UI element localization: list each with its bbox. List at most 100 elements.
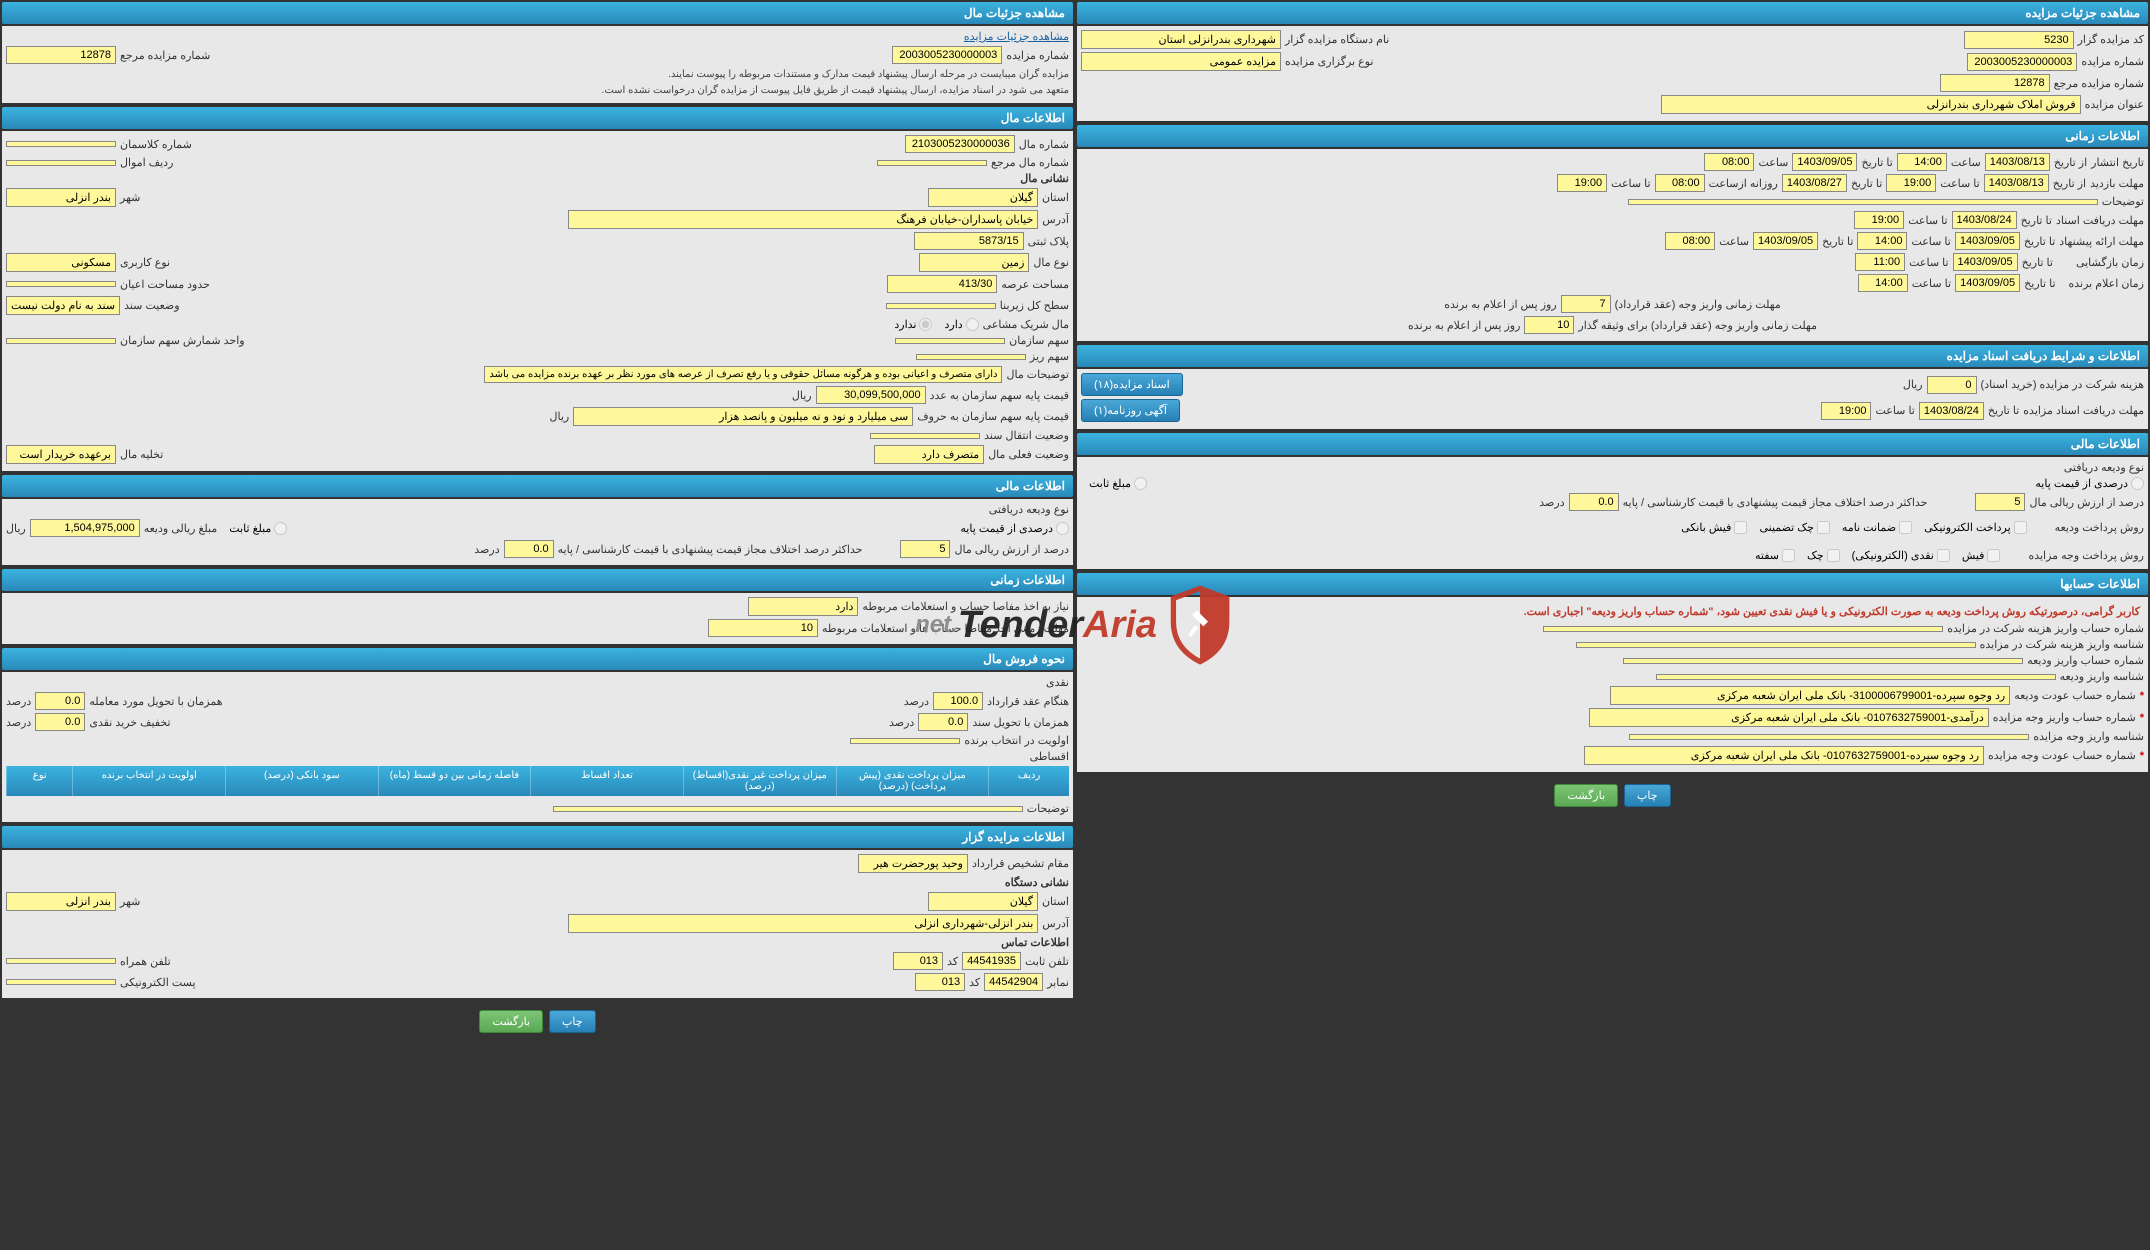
acc-auction-val[interactable]: درآمدی-0107632759001- بانک ملی ایران شعب… bbox=[1589, 708, 1989, 727]
fax-val[interactable]: 44542904 bbox=[984, 973, 1043, 991]
building-area-val[interactable] bbox=[6, 281, 116, 287]
delivery-pct-val[interactable]: 0.0 bbox=[35, 692, 85, 710]
doc-rcv-d[interactable]: 1403/08/24 bbox=[1952, 211, 2017, 229]
acc-deposit-val[interactable] bbox=[1623, 658, 2023, 664]
visit-h1[interactable]: 19:00 bbox=[1886, 174, 1936, 192]
doc-deadline-d[interactable]: 1403/08/24 bbox=[1919, 402, 1984, 420]
participate-cost-val[interactable]: 0 bbox=[1927, 376, 1977, 394]
announce-d[interactable]: 1403/09/05 bbox=[1955, 274, 2020, 292]
cash-discount-val[interactable]: 0.0 bbox=[35, 713, 85, 731]
deposit-rial-val[interactable]: 1,504,975,000 bbox=[30, 519, 140, 537]
shared-no[interactable]: ندارد bbox=[894, 318, 932, 331]
btn-back-r[interactable]: بازگشت bbox=[1554, 784, 1618, 807]
pct-base-radio[interactable]: درصدی از قیمت پایه bbox=[2035, 477, 2144, 490]
max-diff-val[interactable]: 0.0 bbox=[1569, 493, 1619, 511]
promissory-cb[interactable]: سفته bbox=[1755, 549, 1795, 562]
province-val[interactable]: گیلان bbox=[928, 188, 1038, 207]
open-d[interactable]: 1403/09/05 bbox=[1953, 253, 2018, 271]
org-count-val[interactable] bbox=[6, 338, 116, 344]
link-auction[interactable]: مشاهده جزئیات مزایده bbox=[964, 30, 1069, 43]
offer-d2[interactable]: 1403/09/05 bbox=[1753, 232, 1818, 250]
guarantee-val[interactable]: 10 bbox=[1524, 316, 1574, 334]
ref-no-val-l[interactable]: 12878 bbox=[6, 46, 116, 64]
clearance-time-val[interactable]: 10 bbox=[708, 619, 818, 637]
org-val[interactable]: شهرداری بندرانزلی استان bbox=[1081, 30, 1281, 49]
phone-val[interactable]: 44541935 bbox=[962, 952, 1021, 970]
acc-return-auction-val[interactable]: رد وجوه سپرده-0107632759001- بانک ملی ای… bbox=[1584, 746, 1984, 765]
visit-h3[interactable]: 19:00 bbox=[1557, 174, 1607, 192]
class-no-val[interactable] bbox=[6, 141, 116, 147]
asset-ref-val[interactable] bbox=[877, 160, 987, 166]
org-city-val[interactable]: بندر انزلی bbox=[6, 892, 116, 911]
acc-participate-id-val[interactable] bbox=[1576, 642, 1976, 648]
acc-auction-id-val[interactable] bbox=[1629, 734, 2029, 740]
visit-h2[interactable]: 08:00 bbox=[1655, 174, 1705, 192]
pct-rial-val[interactable]: 5 bbox=[1975, 493, 2025, 511]
pub-d2[interactable]: 1403/09/05 bbox=[1792, 153, 1857, 171]
doc-rcv-h[interactable]: 19:00 bbox=[1854, 211, 1904, 229]
cash-electronic-cb[interactable]: نقدی (الکترونیکی) bbox=[1852, 549, 1950, 562]
max-diff-val-l[interactable]: 0.0 bbox=[504, 540, 554, 558]
title-val[interactable]: فروش املاک شهرداری بندرانزلی bbox=[1661, 95, 2081, 114]
transfer-status-val[interactable] bbox=[870, 433, 980, 439]
pub-h2[interactable]: 08:00 bbox=[1704, 153, 1754, 171]
guarantee-letter-cb[interactable]: ضمانت نامه bbox=[1842, 521, 1912, 534]
ref-no-val[interactable]: 12878 bbox=[1940, 74, 2050, 92]
visit-d2[interactable]: 1403/08/27 bbox=[1782, 174, 1847, 192]
receipt-cb[interactable]: فیش bbox=[1962, 549, 2001, 562]
pub-d1[interactable]: 1403/08/13 bbox=[1985, 153, 2050, 171]
doc-pct-val[interactable]: 0.0 bbox=[918, 713, 968, 731]
winner-priority-val[interactable] bbox=[850, 738, 960, 744]
plaque-val[interactable]: 5873/15 bbox=[914, 232, 1024, 250]
area-val[interactable]: 413/30 bbox=[887, 275, 997, 293]
phone-code-val[interactable]: 013 bbox=[893, 952, 943, 970]
org-share-val[interactable] bbox=[895, 338, 1005, 344]
usage-val[interactable]: مسکونی bbox=[6, 253, 116, 272]
address-val[interactable]: خیابان پاسداران-خیابان فرهنگ bbox=[568, 210, 1038, 229]
base-price-txt-val[interactable]: سی میلیارد و نود و نه میلیون و پانصد هزا… bbox=[573, 407, 913, 426]
doc-status-val[interactable]: سند به نام دولت نیست bbox=[6, 296, 120, 315]
offer-h[interactable]: 14:00 bbox=[1857, 232, 1907, 250]
email-val[interactable] bbox=[6, 979, 116, 985]
asset-type-val[interactable]: زمین bbox=[919, 253, 1029, 272]
base-price-num-val[interactable]: 30,099,500,000 bbox=[816, 386, 926, 404]
fixed-amt-radio[interactable]: مبلغ ثابت bbox=[1089, 477, 1147, 490]
btn-print-r[interactable]: چاپ bbox=[1624, 784, 1671, 807]
vacate-val[interactable]: برعهده خریدار است bbox=[6, 445, 116, 464]
floor-val[interactable] bbox=[886, 303, 996, 309]
fixed-amt-radio-l[interactable]: مبلغ ثابت bbox=[229, 522, 287, 535]
offer-h2[interactable]: 08:00 bbox=[1665, 232, 1715, 250]
open-h[interactable]: 11:00 bbox=[1855, 253, 1905, 271]
pct-rial-val-l[interactable]: 5 bbox=[900, 540, 950, 558]
asset-desc-val[interactable]: دارای متصرف و اعیانی بوده و هرگونه مسائل… bbox=[484, 366, 1002, 383]
pub-h1[interactable]: 14:00 bbox=[1897, 153, 1947, 171]
btn-print-l[interactable]: چاپ bbox=[549, 1010, 596, 1033]
offer-d[interactable]: 1403/09/05 bbox=[1955, 232, 2020, 250]
visit-d1[interactable]: 1403/08/13 bbox=[1984, 174, 2049, 192]
mobile-val[interactable] bbox=[6, 958, 116, 964]
deposit-val[interactable]: 7 bbox=[1561, 295, 1611, 313]
asset-no-val[interactable]: 2103005230000036 bbox=[905, 135, 1015, 153]
pay-electronic-cb[interactable]: پرداخت الکترونیکی bbox=[1924, 521, 2027, 534]
announce-h[interactable]: 14:00 bbox=[1858, 274, 1908, 292]
acc-return-deposit-val[interactable]: رد وجوه سپرده-3100006799001- بانک ملی ای… bbox=[1610, 686, 2010, 705]
sub-val[interactable] bbox=[916, 354, 1026, 360]
btn-auction-docs[interactable]: اسناد مزایده(۱۸) bbox=[1081, 373, 1183, 396]
doc-deadline-h[interactable]: 19:00 bbox=[1821, 402, 1871, 420]
asset-row-val[interactable] bbox=[6, 160, 116, 166]
code-val[interactable]: 5230 bbox=[1964, 31, 2074, 49]
current-status-val[interactable]: متصرف دارد bbox=[874, 445, 984, 464]
cheque-cb[interactable]: چک bbox=[1807, 549, 1840, 562]
auction-no-val-l[interactable]: 2003005230000003 bbox=[892, 46, 1002, 64]
contract-pct-val[interactable]: 100.0 bbox=[933, 692, 983, 710]
btn-back-l[interactable]: بازگشت bbox=[479, 1010, 543, 1033]
btn-newspaper[interactable]: آگهی روزنامه(۱) bbox=[1081, 399, 1180, 422]
clearance-val[interactable]: دارد bbox=[748, 597, 858, 616]
org-province-val[interactable]: گیلان bbox=[928, 892, 1038, 911]
bank-receipt-cb[interactable]: فیش بانکی bbox=[1681, 521, 1747, 534]
acc-participate-val[interactable] bbox=[1543, 626, 1943, 632]
notes-val[interactable] bbox=[553, 806, 1023, 812]
auction-no-val[interactable]: 2003005230000003 bbox=[1967, 53, 2077, 71]
type-val[interactable]: مزایده عمومی bbox=[1081, 52, 1281, 71]
acc-deposit-id-val[interactable] bbox=[1656, 674, 2056, 680]
